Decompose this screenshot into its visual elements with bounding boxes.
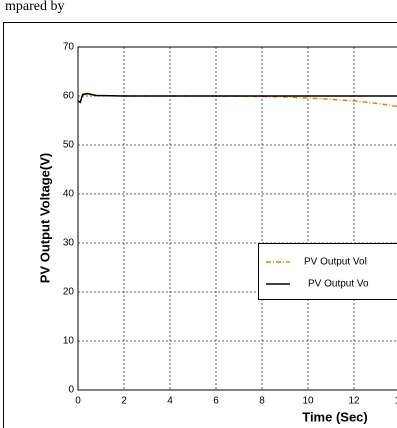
series-line [77, 92, 397, 104]
x-tick-label: 14 [394, 396, 397, 407]
legend-label: PV Output Vo [308, 279, 369, 290]
x-tick-label: 4 [167, 396, 173, 407]
y-tick-label: 70 [63, 42, 75, 53]
y-tick-label: 60 [63, 91, 75, 102]
x-tick-label: 8 [259, 396, 265, 407]
x-tick-label: 12 [348, 396, 360, 407]
x-tick-label: 6 [213, 396, 219, 407]
y-tick-label: 30 [63, 238, 75, 249]
x-axis-label: Time (Sec) [302, 409, 368, 424]
y-tick-label: 50 [63, 140, 75, 151]
caption-fragment: mpared by [5, 0, 64, 14]
legend-label: PV Output Vol [304, 257, 367, 268]
x-tick-label: 0 [75, 396, 81, 407]
y-axis-label: PV Output Voltage(V) [37, 153, 52, 283]
y-tick-label: 20 [63, 287, 75, 298]
x-tick-label: 2 [121, 396, 127, 407]
legend-box [258, 243, 397, 300]
y-tick-label: 40 [63, 189, 75, 200]
y-tick-label: 0 [68, 385, 74, 396]
x-tick-label: 10 [302, 396, 314, 407]
frame [3, 22, 397, 428]
y-tick-label: 10 [63, 336, 75, 347]
plot-border [77, 46, 397, 391]
